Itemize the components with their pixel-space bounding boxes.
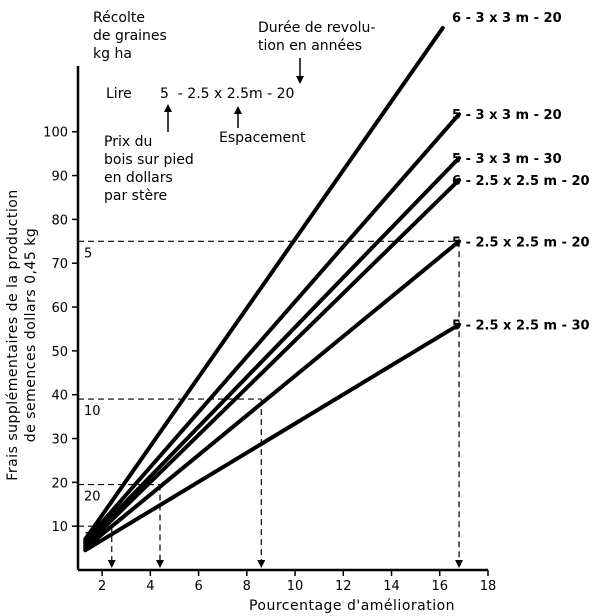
annotation-example-code: 5 - 2.5 x 2.5m - 20 (160, 86, 294, 102)
x-tick-label: 4 (146, 579, 154, 594)
x-tick-label: 10 (287, 579, 304, 594)
series-line (83, 112, 462, 544)
y-tick-label: 90 (51, 170, 68, 185)
x-tick-label: 2 (98, 579, 106, 594)
annotation-recolte-line3: kg ha (93, 46, 132, 62)
annotation-duree-line1: Durée de revolu- (258, 20, 375, 36)
series-line (83, 156, 462, 546)
y-tick-label: 100 (43, 126, 68, 141)
reference-lines: 5 10 20 30 (78, 240, 464, 568)
annotation-prix-line4: par stère (104, 188, 167, 204)
y-tick-label: 60 (51, 301, 68, 316)
series-label: 6 - 2.5 x 2.5 m - 20 (452, 174, 590, 189)
y-ticks: 10 20 30 40 50 60 70 80 90 100 (43, 126, 78, 535)
legend-key: Récolte de graines kg ha Durée de revolu… (93, 10, 375, 204)
series-label: 5 - 2.5 x 2.5 m - 20 (452, 235, 590, 250)
series-lines (83, 26, 462, 553)
series-line (83, 322, 462, 553)
y-axis-title-line2: de semences dollars 0,45 kg (23, 228, 39, 442)
series-label: 5 - 3 x 3 m - 20 (452, 108, 562, 123)
y-tick-label: 50 (51, 345, 68, 360)
reference-label: 30 (84, 531, 101, 546)
series-line (83, 239, 462, 551)
x-tick-label: 12 (335, 579, 352, 594)
series-label: 5 - 3 x 3 m - 30 (452, 152, 562, 167)
x-ticks: 2 4 6 8 10 12 14 16 18 (98, 570, 496, 594)
reference-arrowhead (257, 560, 266, 568)
y-tick-label: 30 (51, 433, 68, 448)
reference-label: 20 (84, 490, 101, 505)
series-labels: 6 - 3 x 3 m - 20 5 - 3 x 3 m - 20 5 - 3 x … (452, 11, 590, 334)
reference-arrowhead (107, 560, 116, 568)
y-tick-label: 40 (51, 389, 68, 404)
y-axis-title-line1: Frais supplémentaires de la production (5, 189, 21, 480)
annotation-prix-line3: en dollars (104, 170, 173, 186)
series-line (83, 26, 445, 542)
annotation-duree-line2: tion en années (258, 38, 362, 54)
y-tick-label: 20 (51, 476, 68, 491)
x-tick-label: 16 (431, 579, 448, 594)
arrow-prix-head (164, 104, 172, 112)
y-tick-label: 70 (51, 257, 68, 272)
series-label: 6 - 3 x 3 m - 20 (452, 11, 562, 26)
x-tick-label: 18 (480, 579, 497, 594)
arrow-espacement-head (234, 106, 242, 114)
annotation-prix-line1: Prix du (104, 134, 152, 150)
annotation-prix-line2: bois sur pied (104, 152, 194, 168)
y-tick-label: 10 (51, 520, 68, 535)
annotation-lire: Lire (106, 86, 132, 102)
annotation-recolte-line1: Récolte (93, 10, 145, 26)
x-axis-title: Pourcentage d'amélioration (249, 598, 455, 614)
arrow-duree-head (296, 76, 304, 84)
reference-arrowhead (156, 560, 164, 568)
annotation-recolte-line2: de graines (93, 28, 167, 44)
series-label: 5 - 2.5 x 2.5 m - 30 (452, 319, 590, 334)
y-tick-label: 80 (51, 213, 68, 228)
reference-label: 10 (84, 404, 101, 419)
x-tick-label: 8 (243, 579, 251, 594)
axes (76, 66, 488, 572)
x-tick-label: 6 (194, 579, 202, 594)
reference-arrowhead (455, 560, 464, 568)
reference-label: 5 (84, 246, 92, 261)
series-line (83, 177, 462, 548)
x-tick-label: 14 (383, 579, 400, 594)
annotation-espacement: Espacement (219, 130, 306, 146)
